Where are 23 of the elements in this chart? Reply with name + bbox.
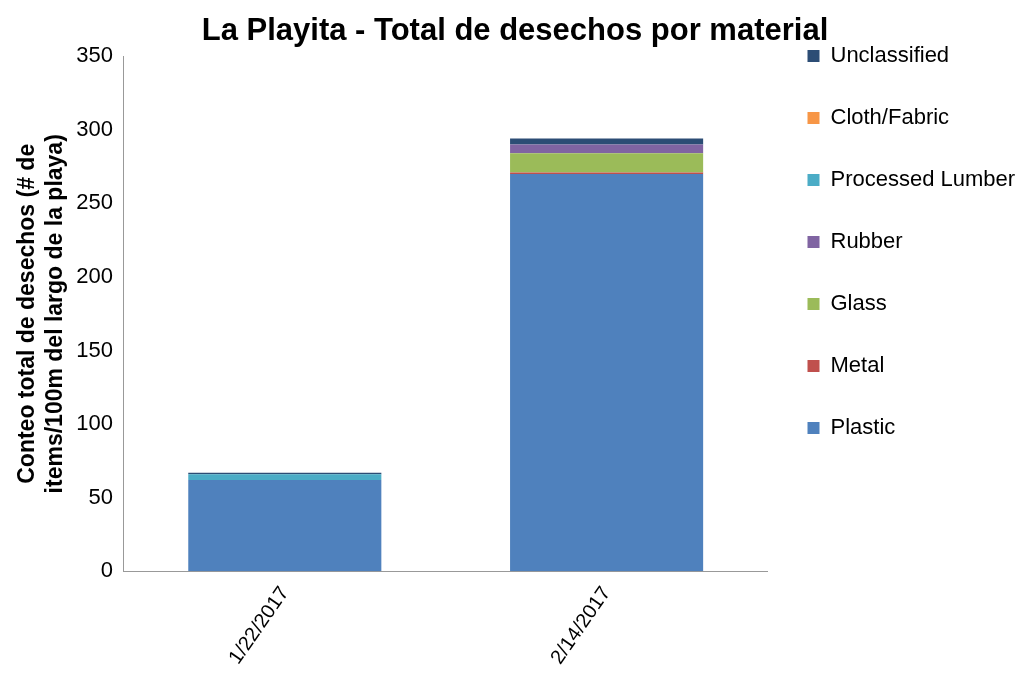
legend-label: Metal bbox=[830, 352, 885, 378]
y-tick-label: 250 bbox=[76, 189, 113, 215]
y-tick-label: 200 bbox=[76, 263, 113, 289]
y-tick-label: 300 bbox=[76, 115, 113, 141]
bar bbox=[510, 153, 704, 173]
legend-label: Glass bbox=[830, 290, 887, 316]
legend-label: Processed Lumber bbox=[830, 166, 1016, 192]
bar bbox=[188, 480, 382, 572]
bar bbox=[510, 144, 704, 154]
legend-label: Cloth/Fabric bbox=[830, 104, 950, 130]
legend-label: Unclassified bbox=[830, 42, 950, 68]
y-tick-label: 0 bbox=[100, 557, 113, 583]
y-axis-title: Conteo total de desechos (# de items/100m del largo de la playa) bbox=[13, 134, 67, 494]
legend-label: Rubber bbox=[830, 228, 903, 254]
y-tick-label: 350 bbox=[76, 42, 113, 68]
bar bbox=[510, 138, 704, 145]
y-tick-label: 100 bbox=[76, 410, 113, 436]
chart-title: La Playita - Total de desechos por material bbox=[201, 12, 829, 48]
bar bbox=[188, 474, 382, 481]
bar bbox=[510, 173, 704, 572]
y-tick-label: 50 bbox=[88, 483, 113, 509]
y-tick-label: 150 bbox=[76, 336, 113, 362]
legend-label: Plastic bbox=[830, 414, 896, 440]
